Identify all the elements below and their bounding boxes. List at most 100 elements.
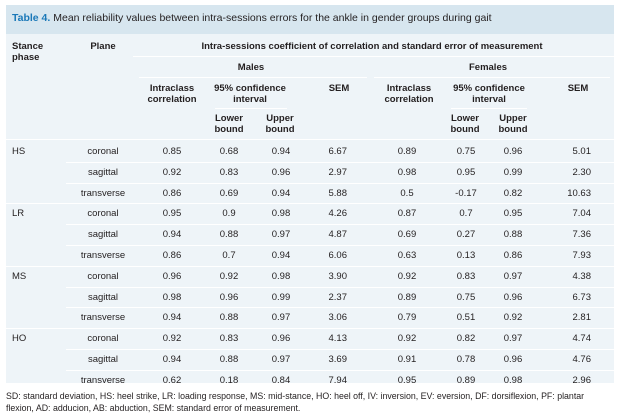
- header-upper-f-line1: Upper: [499, 113, 527, 124]
- row-divider: [66, 224, 614, 226]
- row-divider: [6, 265, 614, 267]
- header-ci-m-line1: 95% confidence: [214, 83, 286, 94]
- cell-females-lower-bound: 0.51: [456, 312, 476, 324]
- cell-plane: sagittal: [87, 291, 119, 303]
- cell-females-upper-bound: 0.99: [503, 166, 523, 178]
- header-stance-phase-line1: Stance: [12, 41, 44, 52]
- cell-males-sem: 3.90: [328, 270, 348, 282]
- header-upper-m-line1: Upper: [266, 113, 294, 124]
- header-intraclass-m-line2: correlation: [147, 94, 197, 105]
- cell-males-lower-bound: 0.88: [219, 312, 239, 324]
- cell-females-sem: 7.04: [572, 208, 592, 220]
- cell-stance-phase: HO: [12, 333, 27, 345]
- cell-females-lower-bound: 0.82: [456, 333, 476, 345]
- cell-females-upper-bound: 0.96: [503, 291, 523, 303]
- cell-plane: transverse: [80, 187, 126, 199]
- cell-females-lower-bound: 0.13: [456, 250, 476, 261]
- cell-males-lower-bound: 0.69: [219, 187, 239, 199]
- cell-males-intraclass: 0.86: [162, 250, 182, 261]
- header-females: Females: [468, 62, 508, 73]
- cell-females-intraclass: 0.79: [397, 312, 417, 324]
- cell-males-upper-bound: 0.96: [271, 333, 291, 345]
- table-footnote: SD: standard deviation, HS: heel strike,…: [6, 391, 585, 413]
- cell-females-upper-bound: 0.96: [503, 146, 523, 157]
- cell-males-intraclass: 0.92: [162, 333, 182, 345]
- cell-males-lower-bound: 0.68: [219, 146, 239, 157]
- row-divider: [6, 203, 614, 205]
- header-males: Males: [237, 62, 265, 73]
- header-rule-males: [139, 77, 367, 78]
- cell-females-lower-bound: 0.7: [459, 208, 473, 220]
- header-intraclass-f-line2: correlation: [384, 94, 434, 105]
- cell-females-intraclass: 0.69: [397, 229, 417, 241]
- cell-males-upper-bound: 0.94: [271, 146, 291, 157]
- header-group: Intra-sessions coefficient of correlatio…: [201, 41, 543, 52]
- cell-females-upper-bound: 0.88: [503, 229, 523, 241]
- cell-females-upper-bound: 0.96: [503, 354, 523, 365]
- cell-females-upper-bound: 0.97: [503, 333, 523, 345]
- cell-males-lower-bound: 0.96: [219, 291, 239, 303]
- cell-females-lower-bound: 0.75: [456, 146, 476, 157]
- cell-plane: sagittal: [87, 166, 119, 178]
- cell-females-intraclass: 0.89: [397, 146, 417, 157]
- cell-males-sem: 2.37: [328, 291, 348, 303]
- header-rule-bottom: [6, 139, 614, 140]
- cell-males-lower-bound: 0.9: [222, 208, 236, 220]
- table-number: Table 4.: [12, 12, 51, 24]
- cell-males-intraclass: 0.85: [162, 146, 182, 157]
- cell-males-intraclass: 0.62: [162, 374, 182, 386]
- cell-males-sem: 4.13: [328, 333, 348, 345]
- cell-females-sem: 2.81: [572, 312, 592, 324]
- cell-males-upper-bound: 0.97: [271, 229, 291, 241]
- header-stance-phase-line2: phase: [12, 52, 40, 63]
- cell-females-lower-bound: 0.83: [456, 270, 476, 282]
- row-divider: [66, 286, 614, 288]
- cell-males-sem: 5.88: [328, 187, 348, 199]
- cell-males-upper-bound: 0.97: [271, 312, 291, 324]
- header-lower-m-line1: Lower: [215, 113, 243, 124]
- header-rule-top: [133, 56, 614, 57]
- row-divider: [6, 328, 614, 330]
- cell-plane: coronal: [87, 333, 119, 345]
- header-ci-f-line1: 95% confidence: [453, 83, 525, 94]
- cell-stance-phase: MS: [12, 270, 27, 282]
- row-divider: [66, 245, 614, 246]
- cell-males-lower-bound: 0.83: [219, 333, 239, 345]
- cell-males-intraclass: 0.92: [162, 166, 182, 178]
- cell-males-upper-bound: 0.94: [271, 250, 291, 261]
- header-rule-ci-females: [451, 108, 527, 109]
- table-title-bar: Table 4. Mean reliability values between…: [6, 5, 614, 34]
- header-ci-f-line2: interval: [472, 94, 506, 105]
- cell-females-lower-bound: 0.27: [456, 229, 476, 241]
- row-divider: [66, 161, 614, 163]
- cell-females-intraclass: 0.92: [397, 333, 417, 345]
- cell-males-sem: 4.87: [328, 229, 348, 241]
- cell-males-intraclass: 0.94: [162, 312, 182, 324]
- cell-males-upper-bound: 0.99: [271, 291, 291, 303]
- cell-males-upper-bound: 0.97: [271, 354, 291, 365]
- cell-males-upper-bound: 0.96: [271, 166, 291, 178]
- header-rule-ci-males: [215, 108, 287, 109]
- cell-females-intraclass: 0.89: [397, 291, 417, 303]
- cell-females-sem: 7.93: [572, 250, 592, 261]
- cell-females-upper-bound: 0.97: [503, 270, 523, 282]
- cell-females-sem: 6.73: [572, 291, 592, 303]
- cell-females-upper-bound: 0.86: [503, 250, 523, 261]
- cell-females-sem: 2.30: [572, 166, 592, 178]
- table-title: Mean reliability values between intra-se…: [53, 12, 492, 24]
- cell-females-sem: 10.63: [567, 187, 591, 199]
- cell-females-lower-bound: 0.95: [456, 166, 476, 178]
- cell-females-lower-bound: 0.89: [456, 374, 476, 386]
- cell-males-lower-bound: 0.88: [219, 354, 239, 365]
- cell-plane: transverse: [80, 374, 126, 386]
- cell-females-intraclass: 0.87: [397, 208, 417, 220]
- cell-plane: sagittal: [87, 229, 119, 241]
- row-divider: [66, 349, 614, 350]
- cell-males-upper-bound: 0.94: [271, 187, 291, 199]
- cell-females-upper-bound: 0.98: [503, 374, 523, 386]
- cell-females-sem: 5.01: [572, 146, 592, 157]
- header-upper-m-line2: bound: [265, 124, 295, 135]
- cell-males-lower-bound: 0.88: [219, 229, 239, 241]
- header-intraclass-f-line1: Intraclass: [386, 83, 432, 94]
- cell-plane: transverse: [80, 250, 126, 261]
